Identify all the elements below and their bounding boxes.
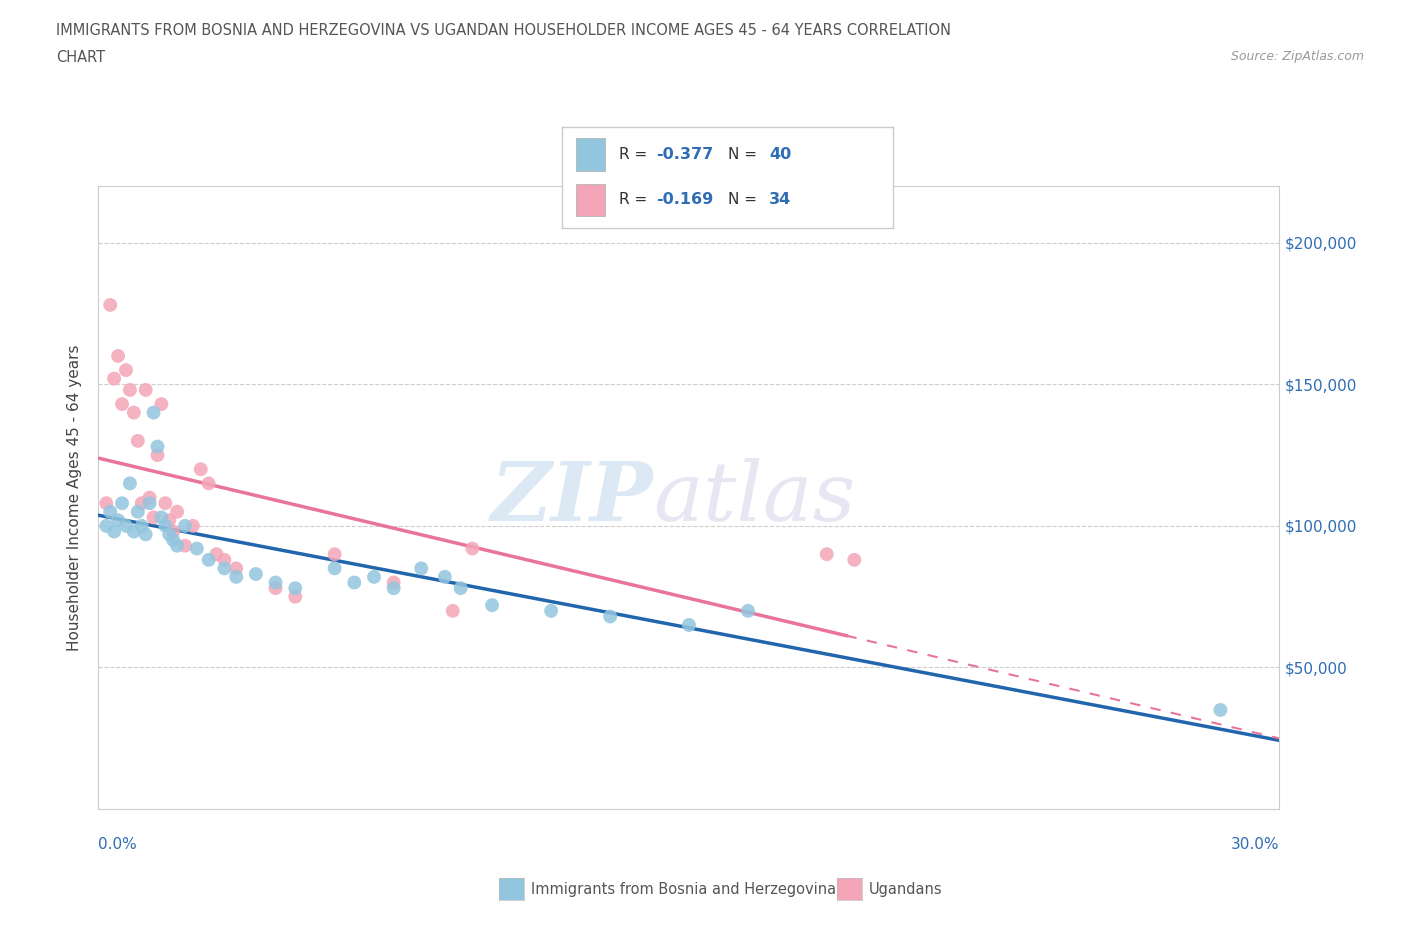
Point [146,439,169,454]
Text: CHART: CHART [56,50,105,65]
Point [323,547,346,562]
Text: Source: ZipAtlas.com: Source: ZipAtlas.com [1230,50,1364,63]
Point [481,598,503,613]
Point [174,518,197,533]
Point [166,504,188,519]
Point [190,462,212,477]
Point [115,518,138,533]
Point [450,580,472,595]
Text: R =: R = [619,192,652,206]
Point [214,561,236,576]
Point [225,561,247,576]
Text: IMMIGRANTS FROM BOSNIA AND HERZEGOVINA VS UGANDAN HOUSEHOLDER INCOME AGES 45 - 6: IMMIGRANTS FROM BOSNIA AND HERZEGOVINA V… [56,23,952,38]
Point [98,504,121,519]
Text: 40: 40 [769,147,792,162]
Point [197,476,219,491]
Text: 30.0%: 30.0% [1232,837,1279,852]
Point [122,525,145,539]
Point [96,518,118,533]
Text: 34: 34 [769,192,792,206]
Point [678,618,700,632]
Point [135,382,157,397]
Point [1209,702,1232,717]
Point [150,510,173,525]
Text: 0.0%: 0.0% [98,837,138,852]
Point [138,490,160,505]
Point [181,518,204,533]
Point [150,396,173,411]
Y-axis label: Householder Income Ages 45 - 64 years: Householder Income Ages 45 - 64 years [67,344,83,651]
Point [174,538,197,553]
Point [157,512,180,527]
Point [205,547,228,562]
Point [107,512,129,527]
Point [411,561,433,576]
Text: R =: R = [619,147,652,162]
Text: atlas: atlas [654,458,856,538]
Point [264,580,287,595]
Point [142,405,165,420]
Point [461,541,484,556]
Point [323,561,346,576]
Point [844,552,866,567]
Point [245,566,267,581]
Point [382,580,405,595]
Point [186,541,208,556]
Text: Ugandans: Ugandans [869,882,942,897]
Point [135,527,157,542]
Point [96,496,118,511]
Text: N =: N = [728,192,762,206]
Point [214,552,236,567]
Point [382,575,405,590]
Point [155,518,177,533]
Point [343,575,366,590]
Text: -0.169: -0.169 [657,192,714,206]
Point [107,349,129,364]
Point [111,496,134,511]
Point [98,298,121,312]
Point [540,604,562,618]
Point [118,476,141,491]
Point [115,363,138,378]
Text: N =: N = [728,147,762,162]
Point [131,518,153,533]
Point [131,496,153,511]
Point [815,547,838,562]
Point [127,504,149,519]
Point [103,371,125,386]
Point [166,538,188,553]
Point [155,496,177,511]
Point [162,533,184,548]
Point [146,447,169,462]
Point [284,580,307,595]
Point [225,569,247,584]
Point [122,405,145,420]
Point [138,496,160,511]
Bar [575,139,606,170]
Bar [575,183,606,216]
Point [433,569,456,584]
Text: Immigrants from Bosnia and Herzegovina: Immigrants from Bosnia and Herzegovina [531,882,837,897]
Point [363,569,385,584]
Point [737,604,759,618]
Point [127,433,149,448]
Point [111,396,134,411]
Point [599,609,621,624]
Point [157,527,180,542]
Point [118,382,141,397]
Point [284,590,307,604]
Point [103,525,125,539]
Point [197,552,219,567]
Text: ZIP: ZIP [491,458,654,538]
Point [162,525,184,539]
Point [142,510,165,525]
Point [264,575,287,590]
Point [441,604,464,618]
Text: -0.377: -0.377 [657,147,714,162]
